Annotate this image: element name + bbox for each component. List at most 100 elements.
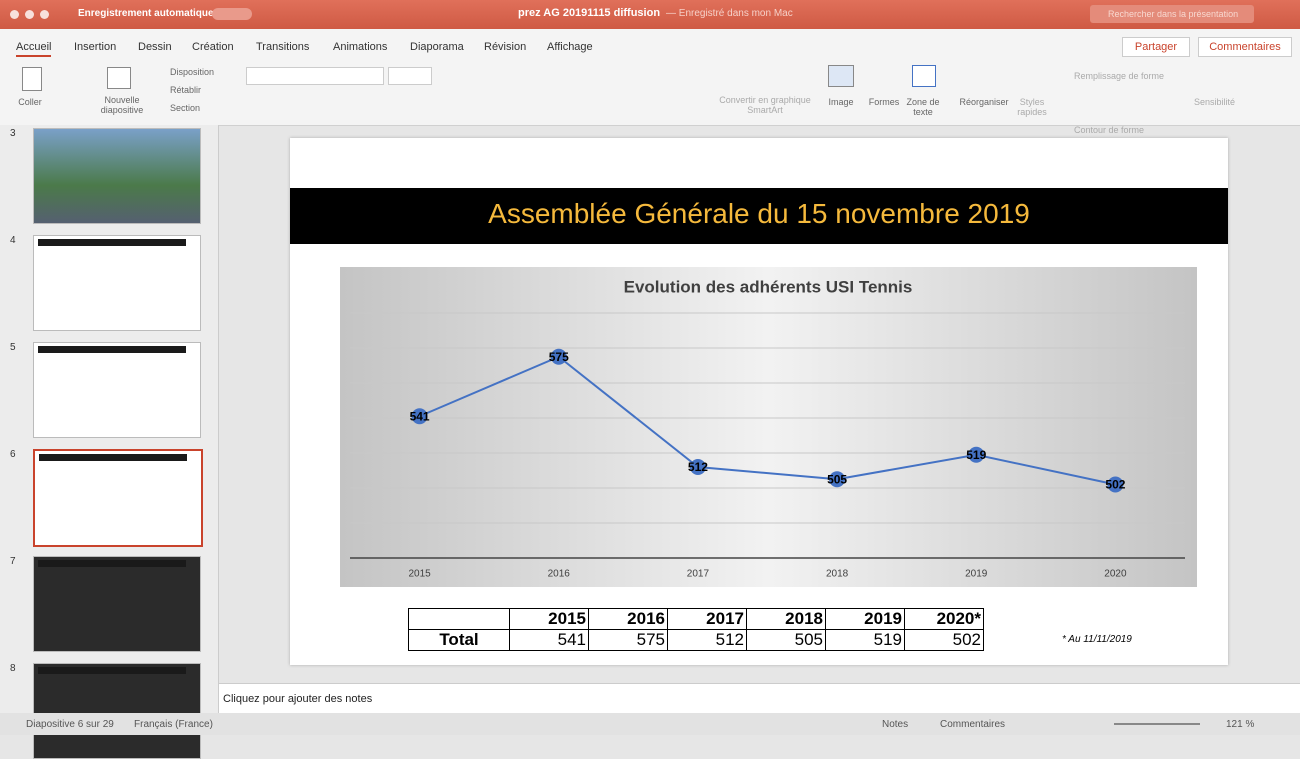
slide-thumbnail[interactable] — [33, 449, 203, 547]
ribbon: Coller Nouvelle diapositive Disposition … — [0, 61, 1300, 126]
table-cell: 505 — [747, 630, 826, 651]
paste-label[interactable]: Coller — [10, 97, 50, 107]
thumbnail-banner — [39, 454, 187, 461]
layout-button[interactable]: Disposition — [170, 67, 214, 77]
minimize-button[interactable] — [25, 10, 34, 19]
thumbnail-banner — [38, 239, 186, 246]
ribbon-tab[interactable]: Accueil — [16, 41, 51, 57]
slide: Assemblée Générale du 15 novembre 2019 E… — [290, 138, 1228, 665]
x-tick-label: 2019 — [965, 569, 988, 580]
fill-button[interactable]: Remplissage de forme — [1074, 71, 1164, 81]
table-cell: 2017 — [668, 609, 747, 630]
x-tick-label: 2020 — [1104, 569, 1127, 580]
language[interactable]: Français (France) — [134, 719, 213, 730]
table-cell: Total — [409, 630, 510, 651]
table-cell: 2019 — [826, 609, 905, 630]
slide-counter: Diapositive 6 sur 29 — [26, 719, 114, 730]
textbox-icon[interactable] — [912, 65, 936, 87]
zoom-level[interactable]: 121 % — [1226, 719, 1254, 730]
slide-title: Assemblée Générale du 15 novembre 2019 — [290, 198, 1228, 230]
smartart-button[interactable]: Convertir en graphique SmartArt — [718, 95, 812, 115]
file-name: prez AG 20191115 diffusion — [518, 7, 660, 19]
data-label: 502 — [1105, 478, 1125, 492]
thumbnail-banner — [38, 667, 186, 674]
slide-thumbnail[interactable] — [33, 556, 201, 652]
close-button[interactable] — [10, 10, 19, 19]
table-cell: 541 — [510, 630, 589, 651]
chart-background — [340, 267, 1197, 587]
new-slide-icon[interactable] — [107, 67, 131, 89]
slide-thumbnail[interactable] — [33, 235, 201, 331]
status-bar: Diapositive 6 sur 29 Français (France) N… — [0, 713, 1300, 735]
search-placeholder: Rechercher dans la présentation — [1108, 9, 1238, 19]
image-button[interactable]: Image — [826, 97, 856, 107]
ribbon-tab[interactable]: Dessin — [138, 41, 172, 53]
zoom-button[interactable] — [40, 10, 49, 19]
slide-number: 8 — [10, 663, 16, 674]
table-note: * Au 11/11/2019 — [1062, 634, 1132, 645]
save-status: — Enregistré dans mon Mac — [666, 8, 793, 19]
data-label: 519 — [966, 448, 986, 462]
arrange-button[interactable]: Réorganiser — [956, 97, 1012, 107]
title-banner: Assemblée Générale du 15 novembre 2019 — [290, 188, 1228, 244]
outline-button[interactable]: Contour de forme — [1074, 125, 1144, 135]
data-label: 512 — [688, 460, 708, 474]
autosave-label: Enregistrement automatique — [78, 8, 214, 19]
slide-thumbnail[interactable] — [33, 342, 201, 438]
ribbon-tab[interactable]: Révision — [484, 41, 526, 53]
ribbon-tab[interactable]: Animations — [333, 41, 387, 53]
comments-button[interactable]: Commentaires — [1198, 37, 1292, 57]
ribbon-tab[interactable]: Insertion — [74, 41, 116, 53]
ribbon-tab[interactable]: Diaporama — [410, 41, 464, 53]
autosave-toggle[interactable] — [212, 8, 252, 20]
powerpoint-window: Enregistrement automatique prez AG 20191… — [0, 0, 1300, 735]
textbox-button[interactable]: Zone de texte — [903, 97, 943, 117]
shapes-button[interactable]: Formes — [864, 97, 904, 107]
slide-number: 7 — [10, 556, 16, 567]
x-tick-label: 2017 — [687, 569, 710, 580]
slide-number: 6 — [10, 449, 16, 460]
ribbon-tab[interactable]: Transitions — [256, 41, 309, 53]
slide-thumbnail[interactable] — [33, 663, 201, 759]
reset-button[interactable]: Rétablir — [170, 85, 201, 95]
table-cell: 2015 — [510, 609, 589, 630]
notes-pane[interactable]: Cliquez pour ajouter des notes — [219, 683, 1300, 714]
search-box[interactable]: Rechercher dans la présentation — [1090, 5, 1254, 23]
title-bar: Enregistrement automatique prez AG 20191… — [0, 0, 1300, 29]
quick-styles-button[interactable]: Styles rapides — [1014, 97, 1050, 117]
chart-title: Evolution des adhérents USI Tennis — [624, 277, 913, 296]
notes-toggle[interactable]: Notes — [882, 719, 908, 730]
data-table: 201520162017201820192020*Total5415755125… — [408, 608, 984, 651]
thumbnail-banner — [38, 560, 186, 567]
notes-placeholder: Cliquez pour ajouter des notes — [223, 693, 372, 705]
ribbon-tab[interactable]: Affichage — [547, 41, 593, 53]
font-box[interactable] — [246, 67, 384, 85]
paste-icon[interactable] — [22, 67, 42, 91]
x-tick-label: 2016 — [548, 569, 571, 580]
new-slide-label[interactable]: Nouvelle diapositive — [92, 95, 152, 115]
data-label: 541 — [410, 409, 430, 423]
thumbnail-banner — [38, 346, 186, 353]
thumbnail-pane: 345678 — [0, 125, 219, 713]
table-cell: 519 — [826, 630, 905, 651]
table-cell: 575 — [589, 630, 668, 651]
sensitivity-button[interactable]: Sensibilité — [1194, 97, 1235, 107]
table-cell: 502 — [905, 630, 984, 651]
image-icon[interactable] — [828, 65, 854, 87]
share-button[interactable]: Partager — [1122, 37, 1190, 57]
zoom-slider[interactable] — [1114, 723, 1200, 725]
slide-number: 3 — [10, 128, 16, 139]
ribbon-tab[interactable]: Création — [192, 41, 234, 53]
table-cell — [409, 609, 510, 630]
table-cell: 2020* — [905, 609, 984, 630]
section-button[interactable]: Section — [170, 103, 200, 113]
font-size-box[interactable] — [388, 67, 432, 85]
table-cell: 512 — [668, 630, 747, 651]
slide-thumbnail[interactable] — [33, 128, 201, 224]
data-label: 575 — [549, 350, 569, 364]
x-tick-label: 2018 — [826, 569, 849, 580]
data-label: 505 — [827, 472, 847, 486]
comments-toggle[interactable]: Commentaires — [940, 719, 1005, 730]
x-tick-label: 2015 — [408, 569, 431, 580]
